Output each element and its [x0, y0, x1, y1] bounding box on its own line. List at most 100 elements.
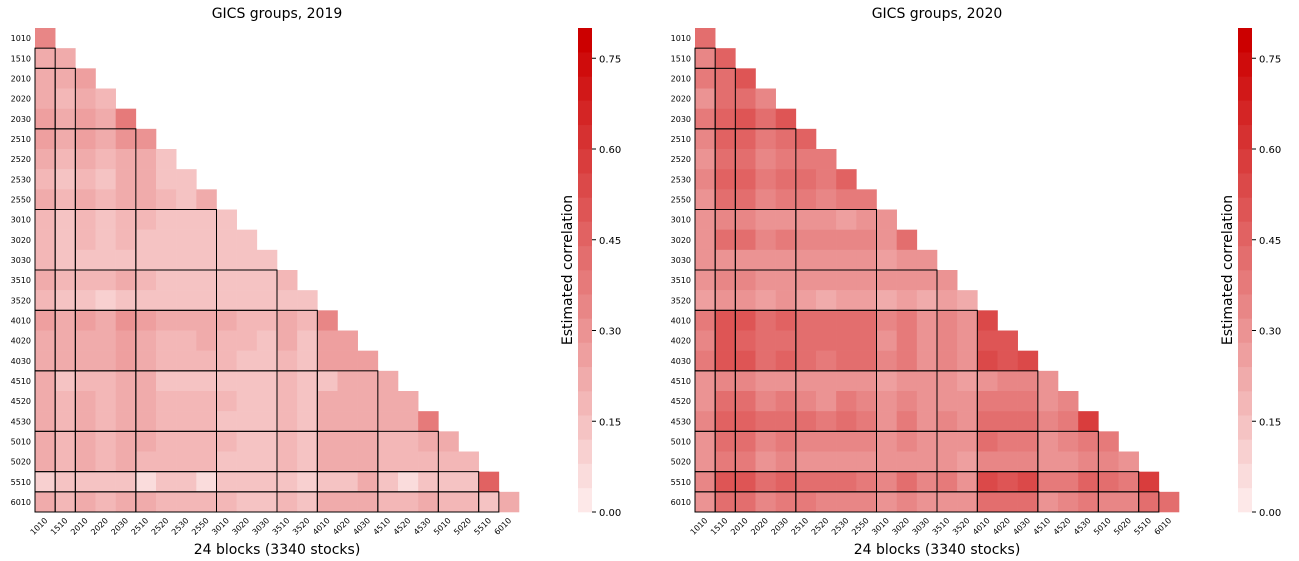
heatmap-cell — [55, 491, 76, 513]
heatmap-cell — [1017, 471, 1039, 493]
heatmap-cell — [735, 249, 756, 271]
heatmap-cell — [1017, 411, 1039, 432]
heatmap-cell — [297, 431, 318, 452]
heatmap-cell — [735, 270, 756, 291]
heatmap-cell — [135, 391, 157, 412]
heatmap-cell — [398, 471, 419, 493]
heatmap-cell — [75, 290, 96, 311]
heatmap-cell — [695, 249, 716, 271]
heatmap-cell — [997, 411, 1018, 432]
colorbar-band — [578, 342, 592, 368]
heatmap-cell — [478, 491, 500, 513]
heatmap-cell — [775, 350, 797, 372]
heatmap-cell — [377, 451, 399, 472]
heatmap-cell — [75, 330, 96, 351]
heatmap-cell — [755, 350, 776, 372]
heatmap-cell — [816, 350, 837, 372]
heatmap-cell — [95, 189, 116, 210]
heatmap-cell — [735, 391, 756, 412]
heatmap-cell — [856, 229, 877, 251]
heatmap-cell — [916, 330, 938, 351]
y-tick-label: 2520 — [11, 155, 31, 164]
heatmap-cell — [1098, 431, 1119, 452]
heatmap-cell — [957, 411, 978, 432]
x-tick-label: 5510 — [1132, 516, 1153, 537]
heatmap-cell — [176, 189, 197, 210]
heatmap-cell — [256, 330, 278, 351]
x-tick-label: 6010 — [1153, 516, 1174, 537]
heatmap-cell — [876, 411, 897, 432]
heatmap-cell — [735, 350, 756, 372]
colorbar-band — [1238, 197, 1252, 222]
heatmap-cell — [1017, 350, 1039, 372]
heatmap-cell — [735, 128, 756, 150]
heatmap-cell — [836, 290, 857, 311]
heatmap-cell — [795, 411, 817, 432]
colorbar-band — [578, 439, 592, 464]
heatmap-cell — [775, 128, 797, 150]
heatmap-cell — [856, 370, 877, 392]
colorbar-band — [578, 487, 592, 513]
heatmap-cell — [317, 310, 338, 331]
colorbar-band — [578, 463, 592, 489]
heatmap-cell — [196, 411, 217, 432]
colorbar-band — [578, 173, 592, 198]
heatmap-cell — [95, 290, 116, 311]
heatmap-cell — [715, 411, 736, 432]
heatmap-cell — [236, 330, 258, 351]
heatmap-cell — [317, 411, 338, 432]
heatmap-cell — [95, 431, 116, 452]
heatmap-cell — [135, 229, 157, 251]
heatmap-cell — [75, 88, 96, 109]
heatmap-cell — [236, 491, 258, 513]
heatmap-cell — [115, 149, 137, 170]
heatmap-cell — [297, 451, 318, 472]
x-tick-label: 2530 — [830, 516, 851, 537]
heatmap-cell — [216, 391, 237, 412]
heatmap-cell — [775, 270, 797, 291]
colorbar-band — [1238, 270, 1252, 295]
heatmap-cell — [156, 229, 177, 251]
heatmap-cell — [957, 431, 978, 452]
heatmap-cell — [196, 451, 217, 472]
heatmap-cell — [196, 350, 217, 372]
heatmap-cell — [775, 370, 797, 392]
chart-title: GICS groups, 2019 — [212, 6, 343, 22]
heatmap-cell — [1058, 471, 1079, 493]
heatmap-cell — [75, 471, 96, 493]
heatmap-cell — [775, 290, 797, 311]
heatmap-cell — [135, 330, 157, 351]
heatmap-cell — [256, 471, 278, 493]
x-tick-label: 2520 — [810, 516, 831, 537]
x-tick-label: 1510 — [709, 516, 730, 537]
heatmap-cell — [715, 471, 736, 493]
heatmap-cell — [196, 471, 217, 493]
heatmap-cell — [876, 451, 897, 472]
heatmap-cell — [715, 68, 736, 89]
y-tick-label: 1010 — [11, 34, 31, 43]
heatmap-cell — [755, 108, 776, 130]
heatmap-cell — [715, 330, 736, 351]
heatmap-cell — [115, 270, 137, 291]
heatmap-cell — [297, 290, 318, 311]
heatmap-cell — [876, 249, 897, 271]
heatmap-cell — [55, 330, 76, 351]
heatmap-cell — [35, 88, 56, 109]
heatmap-cell — [216, 310, 237, 331]
heatmap-cell — [836, 249, 857, 271]
heatmap-cell — [695, 88, 716, 109]
heatmap-cell — [176, 249, 197, 271]
colorbar-band — [1238, 366, 1252, 392]
heatmap-cell — [236, 290, 258, 311]
heatmap-cell — [715, 270, 736, 291]
colorbar-tick-label: 0.30 — [599, 327, 621, 338]
heatmap-cell — [156, 330, 177, 351]
colorbar-tick-label: 0.75 — [599, 54, 621, 65]
heatmap-cell — [1098, 471, 1119, 493]
heatmap-cell — [775, 310, 797, 331]
heatmap-cell — [957, 451, 978, 472]
heatmap-cell — [156, 471, 177, 493]
heatmap-cell — [775, 451, 797, 472]
heatmap-cell — [937, 471, 958, 493]
heatmap-cell — [176, 370, 197, 392]
